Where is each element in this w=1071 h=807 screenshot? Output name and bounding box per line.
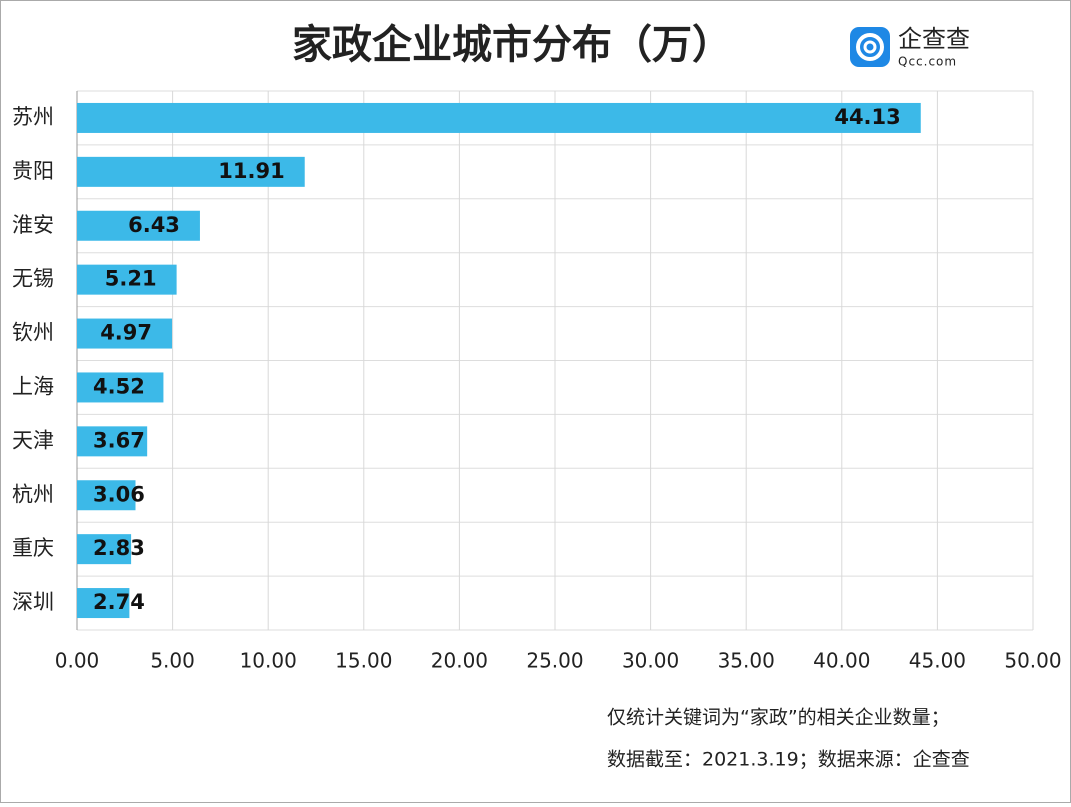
x-tick-label: 0.00 xyxy=(55,649,100,673)
value-label: 5.21 xyxy=(105,267,157,291)
x-tick-label: 5.00 xyxy=(150,649,195,673)
logo-ring xyxy=(856,33,884,61)
bar xyxy=(77,534,132,565)
value-label: 3.06 xyxy=(93,482,145,506)
bar xyxy=(77,426,148,457)
y-tick-label: 贵阳 xyxy=(12,159,54,183)
bar xyxy=(77,588,130,619)
chart-title: 家政企业城市分布（万） xyxy=(292,22,732,68)
x-tick-label: 25.00 xyxy=(526,649,583,673)
y-tick-label: 钦州 xyxy=(12,321,54,345)
bar xyxy=(77,480,136,511)
x-tick-label: 20.00 xyxy=(431,649,488,673)
x-tick-label: 15.00 xyxy=(335,649,392,673)
y-tick-label: 苏州 xyxy=(12,105,54,129)
y-tick-label: 重庆 xyxy=(12,536,54,560)
y-tick-label: 上海 xyxy=(12,374,54,398)
value-label: 4.52 xyxy=(93,374,145,398)
bar xyxy=(77,318,173,349)
x-tick-label: 45.00 xyxy=(909,649,966,673)
value-label: 6.43 xyxy=(128,213,180,237)
logo-ring xyxy=(863,40,877,54)
logo-name: 企查查 xyxy=(898,25,970,53)
x-tick-label: 35.00 xyxy=(718,649,775,673)
logo: 企查查 Qcc.com xyxy=(850,25,970,69)
logo-icon xyxy=(850,27,890,67)
value-label: 11.91 xyxy=(218,159,284,183)
bar xyxy=(77,372,164,403)
bar xyxy=(77,210,200,241)
y-tick-label: 深圳 xyxy=(12,590,54,614)
y-tick-label: 天津 xyxy=(12,428,54,452)
x-tick-label: 50.00 xyxy=(1004,649,1061,673)
y-tick-label: 无锡 xyxy=(12,267,54,291)
bar xyxy=(77,264,177,295)
note: 仅统计关键词为“家政”的相关企业数量； xyxy=(607,707,950,729)
value-label: 2.83 xyxy=(93,536,145,560)
y-tick-label: 杭州 xyxy=(12,482,54,506)
x-tick-label: 30.00 xyxy=(622,649,679,673)
y-tick-label: 淮安 xyxy=(12,213,54,237)
value-label: 44.13 xyxy=(834,105,900,129)
bar xyxy=(77,156,305,187)
x-tick-label: 40.00 xyxy=(813,649,870,673)
value-label: 3.67 xyxy=(93,428,145,452)
value-label: 2.74 xyxy=(93,590,145,614)
x-tick-label: 10.00 xyxy=(240,649,297,673)
note: 数据截至：2021.3.19；数据来源：企查查 xyxy=(607,749,970,771)
logo-url: Qcc.com xyxy=(898,55,957,69)
bar xyxy=(77,102,921,133)
value-label: 4.97 xyxy=(100,321,152,345)
